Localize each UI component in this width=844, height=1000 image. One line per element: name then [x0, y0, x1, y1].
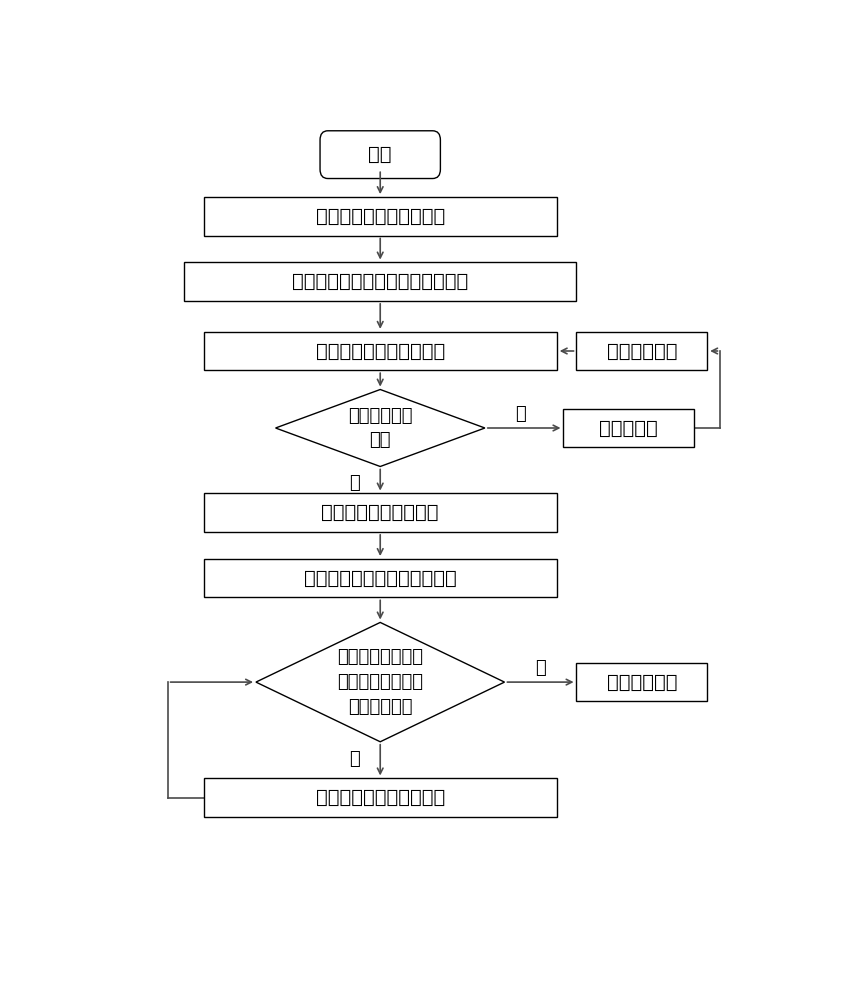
Bar — [564, 409, 695, 447]
FancyBboxPatch shape — [320, 131, 441, 179]
Text: 判断两级之间的阈
值电压是否不小于
最小间隔电压: 判断两级之间的阈 值电压是否不小于 最小间隔电压 — [338, 648, 423, 716]
Text: 单元操作完成: 单元操作完成 — [607, 673, 677, 692]
Bar — [203, 559, 557, 597]
Text: 对块进行具备验证功能的擦除操作: 对块进行具备验证功能的擦除操作 — [292, 272, 468, 291]
Text: 是: 是 — [516, 405, 526, 423]
Text: 按目标级数进行多次编程操作: 按目标级数进行多次编程操作 — [304, 569, 457, 588]
Bar — [203, 332, 557, 370]
Bar — [203, 778, 557, 817]
Text: 否: 否 — [349, 474, 360, 492]
Bar — [203, 493, 557, 532]
Bar — [184, 262, 576, 301]
Polygon shape — [256, 622, 505, 742]
Text: 接收目标编程级数信息: 接收目标编程级数信息 — [322, 503, 439, 522]
Text: 块操作完成: 块操作完成 — [599, 418, 658, 438]
Bar — [576, 663, 707, 701]
Text: 接收擦除指令与地址信息: 接收擦除指令与地址信息 — [316, 207, 445, 226]
Text: 否: 否 — [349, 750, 360, 768]
Text: 重新进行当前级编程操作: 重新进行当前级编程操作 — [316, 788, 445, 807]
Text: 开始: 开始 — [369, 145, 392, 164]
Bar — [576, 332, 707, 370]
Bar — [203, 197, 557, 235]
Text: 判断地址是否
溢出: 判断地址是否 溢出 — [348, 406, 413, 450]
Text: 是: 是 — [535, 659, 546, 677]
Polygon shape — [276, 389, 484, 467]
Text: 改变地址信息: 改变地址信息 — [607, 342, 677, 360]
Text: 接收编程指令与地址信息: 接收编程指令与地址信息 — [316, 342, 445, 360]
